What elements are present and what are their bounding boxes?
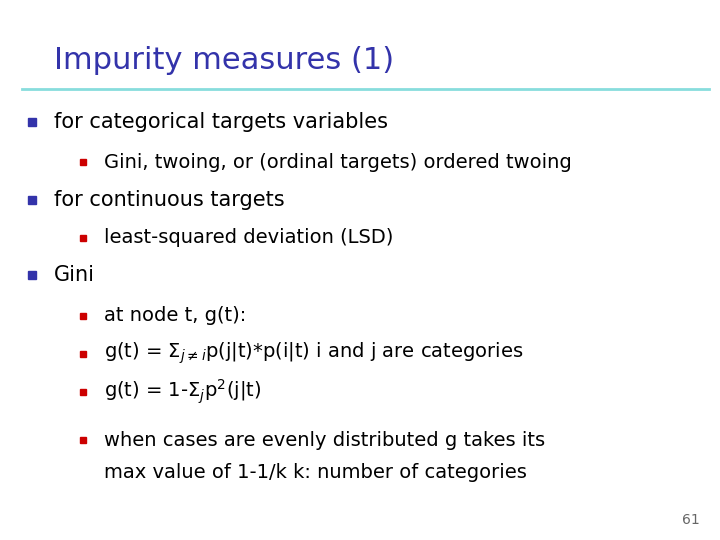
Text: for continuous targets: for continuous targets (54, 190, 284, 210)
Text: at node t, g(t):: at node t, g(t): (104, 306, 247, 326)
Text: Gini, twoing, or (ordinal targets) ordered twoing: Gini, twoing, or (ordinal targets) order… (104, 152, 572, 172)
Text: least-squared deviation (LSD): least-squared deviation (LSD) (104, 228, 394, 247)
Text: Gini: Gini (54, 265, 95, 286)
Text: g(t) = 1-$\Sigma_j$p$^2$(j|t): g(t) = 1-$\Sigma_j$p$^2$(j|t) (104, 377, 261, 406)
Text: when cases are evenly distributed g takes its: when cases are evenly distributed g take… (104, 430, 546, 450)
Text: for categorical targets variables: for categorical targets variables (54, 111, 388, 132)
Text: Impurity measures (1): Impurity measures (1) (54, 46, 394, 75)
Text: 61: 61 (682, 512, 700, 526)
Text: max value of 1-1/k k: number of categories: max value of 1-1/k k: number of categori… (104, 463, 527, 482)
Text: g(t) = $\Sigma_{j \neq i}$p(j|t)*p(i|t) i and j are categories: g(t) = $\Sigma_{j \neq i}$p(j|t)*p(i|t) … (104, 341, 523, 367)
